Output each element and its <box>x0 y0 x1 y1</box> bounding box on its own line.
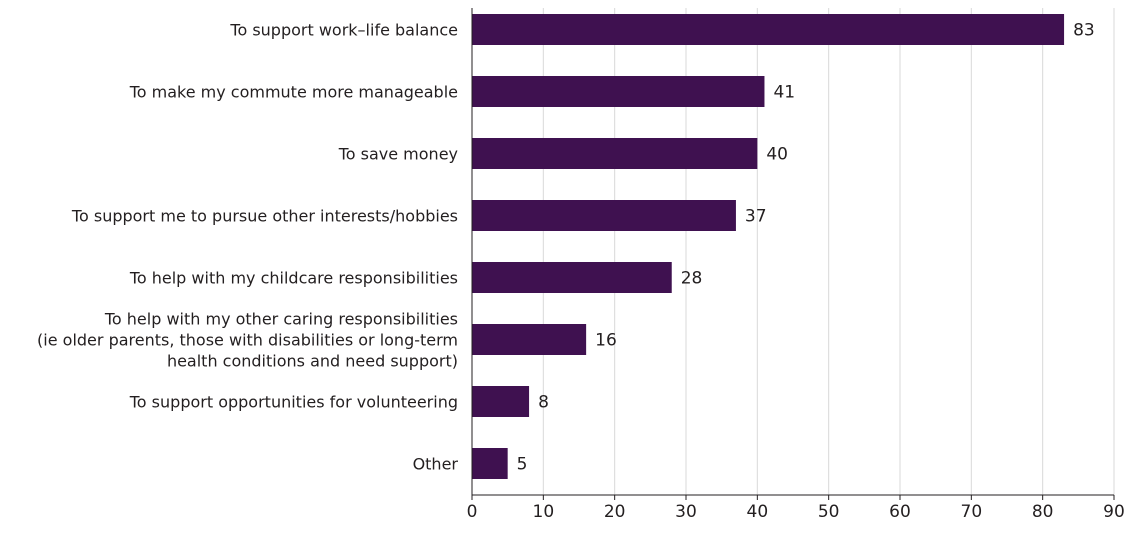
bar <box>472 324 587 355</box>
bar <box>472 448 508 479</box>
labels: 83 To support work–life balance 41 To make … <box>37 21 1095 475</box>
axes: 0 10 20 30 40 50 60 70 80 90 <box>467 8 1125 522</box>
x-tick-label: 40 <box>747 502 769 522</box>
x-tick-label: 90 <box>1103 502 1125 522</box>
x-tick-label: 10 <box>533 502 555 522</box>
category-label: To make my commute more manageable <box>129 83 458 102</box>
bar <box>472 386 530 417</box>
data-label: 37 <box>745 207 767 227</box>
category-label: (ie older parents, those with disabiliti… <box>37 331 458 350</box>
bar <box>472 200 736 231</box>
x-tick-label: 60 <box>889 502 911 522</box>
data-label: 41 <box>773 83 795 103</box>
data-label: 8 <box>538 393 549 413</box>
category-label: To help with my other caring responsibil… <box>104 310 458 329</box>
data-label: 5 <box>517 455 528 475</box>
data-label: 16 <box>595 331 617 351</box>
x-tick-label: 70 <box>961 502 983 522</box>
bars <box>472 14 1065 479</box>
bar <box>472 14 1065 45</box>
x-tick-label: 50 <box>818 502 840 522</box>
x-tick-label: 30 <box>675 502 697 522</box>
category-label: To save money <box>338 145 458 164</box>
x-tick-label: 20 <box>604 502 626 522</box>
data-label: 40 <box>766 145 788 165</box>
category-label: Other <box>413 455 459 474</box>
category-label: To support work–life balance <box>229 21 458 40</box>
category-label: To help with my childcare responsibiliti… <box>129 269 458 288</box>
bar <box>472 262 672 293</box>
category-label: health conditions and need support) <box>167 352 458 371</box>
data-label: 83 <box>1073 21 1095 41</box>
bar <box>472 138 758 169</box>
x-tick-label: 80 <box>1032 502 1054 522</box>
bar <box>472 76 765 107</box>
x-tick-label: 0 <box>467 502 478 522</box>
category-label: To support me to pursue other interests/… <box>71 207 458 226</box>
category-label: To support opportunities for volunteerin… <box>129 393 458 412</box>
data-label: 28 <box>681 269 703 289</box>
